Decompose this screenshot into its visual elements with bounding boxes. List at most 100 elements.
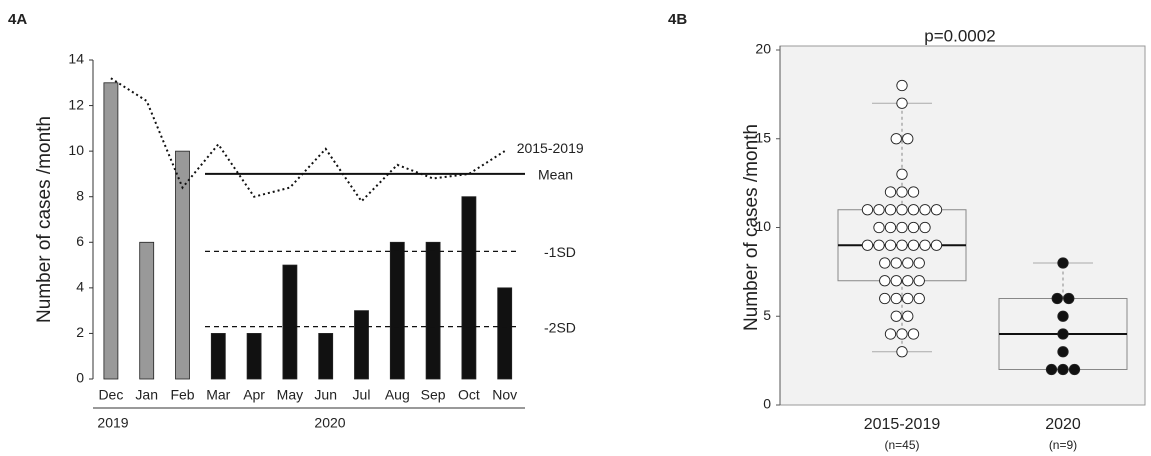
bar — [210, 333, 226, 380]
n-label: (n=9) — [1049, 438, 1077, 452]
y-tick-label: 6 — [76, 233, 84, 249]
reference-label: -1SD — [544, 244, 576, 260]
data-point — [902, 257, 914, 269]
bar — [175, 150, 190, 380]
x-group-label: 2020 — [314, 415, 345, 431]
x-tick-label: 2020 — [1045, 416, 1081, 433]
data-point — [890, 133, 902, 145]
data-point — [1068, 363, 1081, 376]
bar — [103, 82, 119, 380]
data-point — [902, 292, 914, 305]
data-point — [902, 133, 914, 145]
x-tick-label: May — [277, 387, 303, 403]
bar — [282, 264, 298, 380]
reference-label: Mean — [538, 167, 573, 183]
n-label: (n=45) — [884, 438, 919, 452]
x-tick-label: Oct — [458, 387, 480, 403]
data-point — [873, 239, 885, 251]
data-point — [907, 186, 920, 198]
y-tick-label: 0 — [763, 396, 771, 412]
y-tick-label: 0 — [76, 370, 84, 386]
data-point — [1057, 346, 1069, 358]
data-point — [1057, 257, 1069, 269]
panel-label: 4B — [668, 11, 687, 28]
data-point — [1057, 363, 1069, 376]
bar — [461, 196, 477, 380]
y-tick-label: 20 — [755, 41, 771, 57]
y-tick-label: 15 — [755, 129, 771, 145]
data-point — [907, 221, 920, 234]
data-point — [890, 292, 902, 305]
data-point — [896, 186, 908, 198]
data-point — [907, 239, 920, 251]
data-point — [884, 204, 897, 216]
line-label: 2015-2019 — [517, 140, 584, 156]
data-point — [1045, 363, 1058, 376]
y-tick-label: 12 — [68, 96, 84, 112]
bar — [425, 241, 441, 380]
reference-label: -2SD — [544, 319, 576, 335]
y-tick-label: 14 — [68, 51, 84, 67]
data-point — [879, 292, 891, 305]
data-point — [1063, 292, 1075, 305]
x-tick-label: Jul — [353, 387, 371, 403]
x-tick-label: Jan — [135, 387, 158, 403]
trend-line — [110, 77, 506, 203]
data-point — [919, 204, 931, 216]
data-point — [861, 239, 874, 251]
x-tick-label: Jun — [314, 387, 337, 403]
data-point — [890, 310, 902, 322]
bar — [139, 241, 155, 380]
data-point — [861, 204, 874, 216]
data-point — [907, 204, 920, 216]
bar — [389, 241, 405, 380]
data-point — [902, 310, 914, 322]
data-point — [884, 239, 897, 251]
data-point — [907, 328, 920, 340]
data-point — [930, 204, 943, 216]
y-axis-label: Number of cases /month — [741, 124, 762, 331]
y-tick-label: 10 — [68, 142, 84, 158]
plot-background — [779, 45, 1146, 406]
y-tick-label: 4 — [76, 279, 84, 295]
annotation: p=0.0002 — [924, 26, 995, 45]
data-point — [884, 328, 897, 340]
data-point — [873, 221, 885, 234]
x-tick-label: Aug — [385, 387, 410, 403]
y-tick-label: 10 — [755, 218, 771, 234]
data-point — [913, 257, 925, 269]
data-point — [884, 221, 897, 234]
x-group-label: 2019 — [97, 415, 128, 431]
y-tick-label: 8 — [76, 187, 84, 203]
data-point — [884, 186, 897, 198]
data-point — [930, 239, 943, 251]
data-point — [873, 204, 885, 216]
x-tick-label: Dec — [98, 387, 123, 403]
x-tick-label: Sep — [421, 387, 446, 403]
x-tick-label: Nov — [492, 387, 517, 403]
x-tick-label: Apr — [243, 387, 265, 403]
data-point — [913, 275, 925, 287]
data-point — [896, 239, 908, 251]
data-point — [913, 292, 925, 305]
data-point — [1051, 292, 1063, 305]
data-point — [902, 275, 914, 287]
data-point — [896, 79, 908, 92]
data-point — [919, 221, 931, 234]
y-tick-label: 5 — [763, 307, 771, 323]
x-tick-label: 2015-2019 — [864, 416, 941, 433]
data-point — [896, 221, 908, 234]
data-point — [896, 97, 908, 109]
bar — [318, 333, 334, 380]
data-point — [1057, 328, 1069, 340]
data-point — [896, 346, 908, 358]
data-point — [919, 239, 931, 251]
data-point — [879, 257, 891, 269]
y-axis-label: Number of cases /month — [34, 116, 55, 323]
data-point — [1057, 310, 1069, 322]
data-point — [879, 275, 891, 287]
bar — [354, 310, 369, 380]
data-point — [896, 204, 908, 216]
x-tick-label: Mar — [206, 387, 230, 403]
y-tick-label: 2 — [76, 324, 84, 340]
